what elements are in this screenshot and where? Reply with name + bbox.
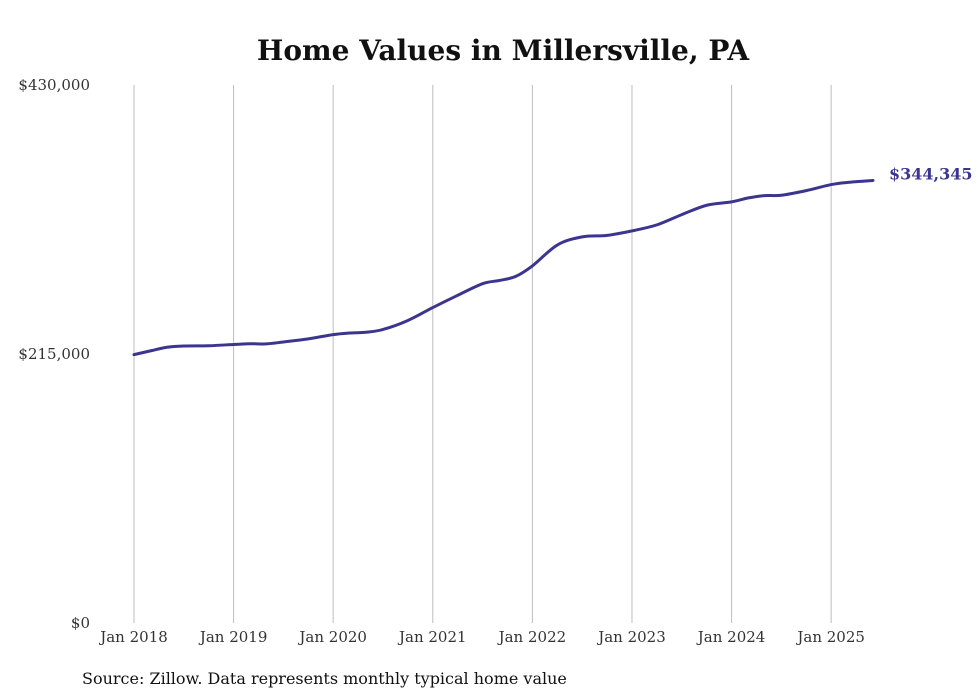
x-tick-label: Jan 2022 [497, 628, 567, 646]
series-end-value-label: $344,345 [889, 164, 973, 183]
x-tick-label: Jan 2019 [198, 628, 268, 646]
y-tick-label: $0 [71, 614, 90, 632]
home-value-series-line [132, 178, 875, 357]
y-tick-label: $215,000 [18, 345, 90, 363]
series-layer: $344,345 [132, 164, 973, 357]
source-note: Source: Zillow. Data represents monthly … [82, 669, 567, 688]
x-tick-label: Jan 2021 [397, 628, 467, 646]
x-tick-label: Jan 2025 [795, 628, 865, 646]
x-tick-label: Jan 2020 [297, 628, 367, 646]
chart-title: Home Values in Millersville, PA [257, 34, 750, 67]
x-tick-label: Jan 2023 [596, 628, 666, 646]
y-tick-label: $430,000 [18, 76, 90, 94]
y-axis-tick-labels: $0 $215,000 $430,000 [18, 76, 90, 632]
x-tick-label: Jan 2024 [696, 628, 766, 646]
x-axis-tick-labels: Jan 2018 Jan 2019 Jan 2020 Jan 2021 Jan 2022… [98, 628, 865, 646]
x-tick-label: Jan 2018 [98, 628, 168, 646]
vertical-gridlines [133, 85, 832, 623]
